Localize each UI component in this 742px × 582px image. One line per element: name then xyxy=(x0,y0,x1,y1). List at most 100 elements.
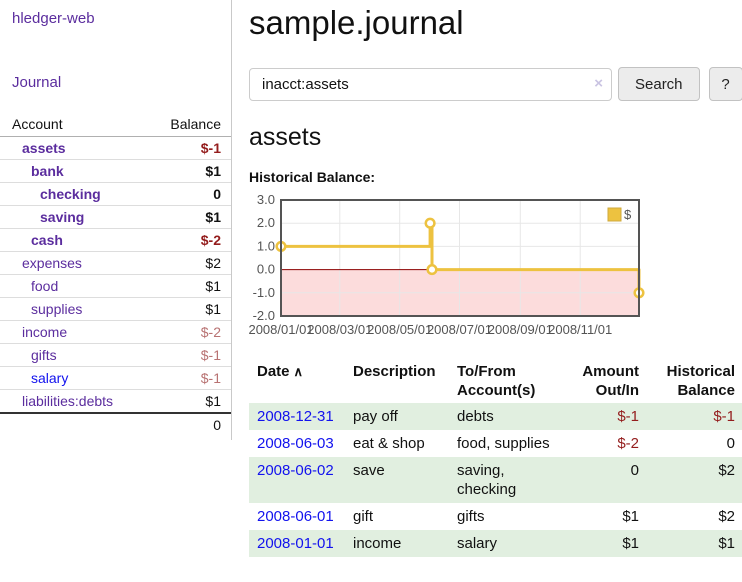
table-row: 2008-06-02 save saving, checking 0 $2 xyxy=(249,457,742,503)
account-link[interactable]: checking xyxy=(40,186,101,202)
account-balance: $1 xyxy=(205,278,221,294)
account-balance: $-1 xyxy=(200,140,221,156)
account-link[interactable]: assets xyxy=(22,140,66,156)
account-link[interactable]: salary xyxy=(31,370,69,386)
transaction-date-link[interactable]: 2008-06-03 xyxy=(257,435,334,452)
svg-text:$: $ xyxy=(624,207,632,222)
transaction-balance: $-1 xyxy=(713,408,735,425)
page-title: sample.journal xyxy=(249,4,464,41)
accounts-total-value: 0 xyxy=(213,417,221,433)
search-button[interactable]: Search xyxy=(618,67,700,101)
amount-column-header: Amount Out/In xyxy=(582,363,639,399)
accounts-table-body: assets $-1 bank $1 checking 0 saving $1 cash $-2 e… xyxy=(0,137,231,412)
description-column-header: Description xyxy=(353,363,436,380)
account-link[interactable]: cash xyxy=(31,232,63,248)
account-link[interactable]: liabilities:debts xyxy=(22,393,114,409)
account-balance: $1 xyxy=(205,301,221,317)
search-input[interactable] xyxy=(249,67,612,101)
transaction-balance: $1 xyxy=(718,535,735,552)
account-column-header: Account xyxy=(12,116,63,132)
transaction-accounts: food, supplies xyxy=(457,435,550,452)
svg-text:0.0: 0.0 xyxy=(257,262,275,277)
svg-text:2008/05/01: 2008/05/01 xyxy=(367,322,432,337)
transaction-description: save xyxy=(353,462,385,479)
account-balance: $-2 xyxy=(200,232,221,248)
table-row: 2008-06-03 eat & shop food, supplies $-2 0 xyxy=(249,430,742,457)
account-balance: $-2 xyxy=(200,324,221,340)
account-row: saving $1 xyxy=(0,206,231,229)
table-row: 2008-12-31 pay off debts $-1 $-1 xyxy=(249,403,742,430)
account-link[interactable]: expenses xyxy=(22,255,82,271)
register-header-row: Date ∧ Description To/From Account(s) Amo… xyxy=(249,359,742,403)
account-row: food $1 xyxy=(0,275,231,298)
transaction-amount: 0 xyxy=(630,462,639,479)
table-row: 2008-06-01 gift gifts $1 $2 xyxy=(249,503,742,530)
account-row: salary $-1 xyxy=(0,367,231,390)
account-link[interactable]: supplies xyxy=(31,301,83,317)
account-balance: $1 xyxy=(205,393,221,409)
transaction-balance: $2 xyxy=(718,462,735,479)
account-row: cash $-2 xyxy=(0,229,231,252)
svg-text:2008/01/01: 2008/01/01 xyxy=(249,322,314,337)
accounts-table: Account Balance assets $-1 bank $1 checking 0… xyxy=(0,113,231,436)
transaction-date-link[interactable]: 2008-06-01 xyxy=(257,508,334,525)
svg-text:2008/03/01: 2008/03/01 xyxy=(307,322,372,337)
transaction-description: gift xyxy=(353,508,374,525)
historical-balance-chart: $3.0 2.0 1.0 0.0 -1.0 -2.0 2008/01/01 2008/03/0… xyxy=(248,192,742,346)
accounts-column-header: To/From Account(s) xyxy=(457,363,536,399)
search-input-wrapper: × xyxy=(249,67,612,101)
account-balance: $-1 xyxy=(200,347,221,363)
account-row: income $-2 xyxy=(0,321,231,344)
help-button[interactable]: ? xyxy=(708,67,742,101)
transaction-date-link[interactable]: 2008-01-01 xyxy=(257,535,334,552)
balance-column-header: Balance xyxy=(170,116,221,132)
accounts-table-header: Account Balance xyxy=(0,113,231,137)
transaction-date-link[interactable]: 2008-12-31 xyxy=(257,408,334,425)
clear-search-icon[interactable]: × xyxy=(594,74,603,92)
account-row: bank $1 xyxy=(0,160,231,183)
app-window: hledger-web Journal Account Balance asse… xyxy=(0,0,742,557)
account-row: checking 0 xyxy=(0,183,231,206)
account-link[interactable]: food xyxy=(31,278,59,294)
transaction-description: income xyxy=(353,535,402,552)
transaction-balance: 0 xyxy=(726,435,735,452)
app-title-link[interactable]: hledger-web xyxy=(12,10,95,27)
sidebar-item-journal[interactable]: Journal xyxy=(12,74,62,91)
account-link[interactable]: saving xyxy=(40,209,85,225)
transaction-description: pay off xyxy=(353,408,398,425)
account-link[interactable]: income xyxy=(22,324,68,340)
account-balance: $1 xyxy=(205,209,221,225)
transaction-accounts: gifts xyxy=(457,508,485,525)
transaction-amount: $-2 xyxy=(617,435,639,452)
svg-text:2008/09/01: 2008/09/01 xyxy=(488,322,553,337)
svg-text:2.0: 2.0 xyxy=(257,215,275,230)
balance-column-header-main: Historical Balance xyxy=(666,363,735,399)
svg-text:3.0: 3.0 xyxy=(257,194,275,207)
table-row: 2008-01-01 income salary $1 $1 xyxy=(249,530,742,557)
account-title: assets xyxy=(249,123,322,151)
chart-label: Historical Balance: xyxy=(249,169,376,185)
account-row: gifts $-1 xyxy=(0,344,231,367)
account-row: liabilities:debts $1 xyxy=(0,390,231,412)
account-row: supplies $1 xyxy=(0,298,231,321)
date-column-header[interactable]: Date ∧ xyxy=(257,363,304,380)
register-table: Date ∧ Description To/From Account(s) Amo… xyxy=(249,359,742,557)
account-balance: $2 xyxy=(205,255,221,271)
account-row: assets $-1 xyxy=(0,137,231,160)
account-link[interactable]: bank xyxy=(31,163,64,179)
transaction-balance: $2 xyxy=(718,508,735,525)
transaction-amount: $-1 xyxy=(617,408,639,425)
sort-ascending-icon: ∧ xyxy=(293,364,304,379)
account-balance: $1 xyxy=(205,163,221,179)
account-row: expenses $2 xyxy=(0,252,231,275)
register-table-body: 2008-12-31 pay off debts $-1 $-1 2008-06-03 ea… xyxy=(249,403,742,557)
account-link[interactable]: gifts xyxy=(31,347,57,363)
svg-text:-2.0: -2.0 xyxy=(253,308,275,323)
svg-text:-1.0: -1.0 xyxy=(253,285,275,300)
sidebar: hledger-web Journal Account Balance asse… xyxy=(0,0,232,440)
svg-text:2008/07/01: 2008/07/01 xyxy=(427,322,492,337)
account-balance: 0 xyxy=(213,186,221,202)
svg-text:2008/11/01: 2008/11/01 xyxy=(548,322,612,337)
transaction-date-link[interactable]: 2008-06-02 xyxy=(257,462,334,479)
transaction-accounts: debts xyxy=(457,408,494,425)
